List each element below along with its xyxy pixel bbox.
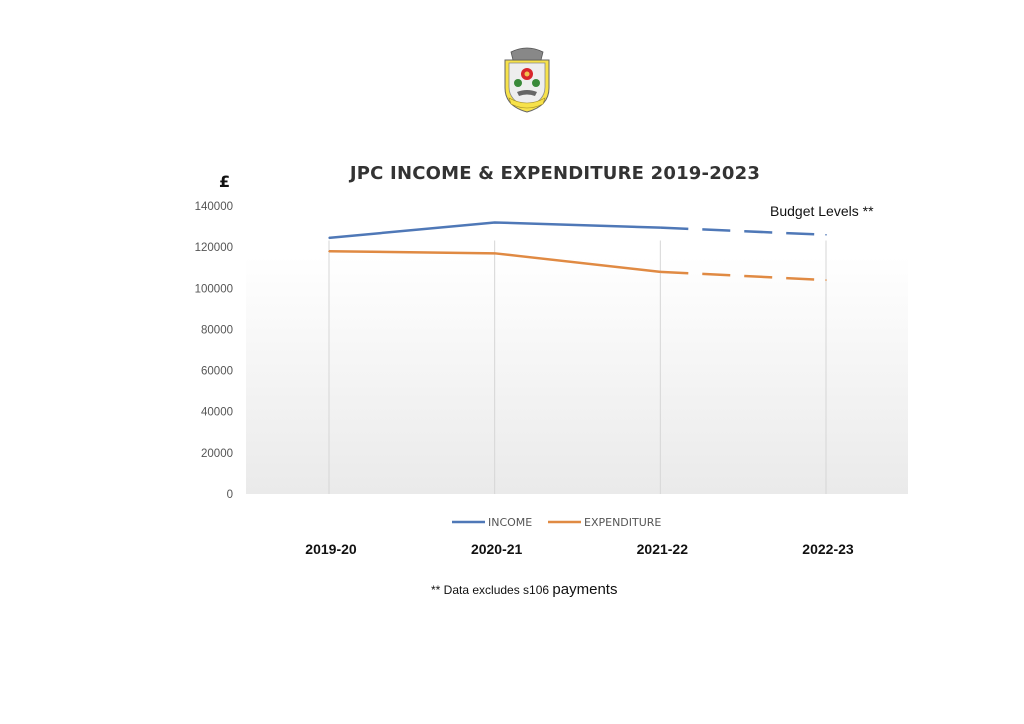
series-income-point [659,226,662,229]
y-tick-label: 100000 [195,283,233,295]
y-axis-unit-label: £ [219,172,231,191]
legend-income-label: INCOME [488,516,532,529]
y-tick-label: 20000 [201,448,233,460]
x-category-label: 2019-20 [305,541,357,557]
series-expenditure-point [659,271,662,273]
series-income-point [328,237,330,239]
series-expenditure-point [825,279,827,281]
series-expenditure-budget-line [660,270,827,282]
footnote-suffix: payments [552,581,618,598]
plot-area [246,256,908,494]
y-tick-label: 0 [227,489,233,501]
y-tick-label: 40000 [201,407,233,419]
y-tick-label: 80000 [201,324,233,336]
footnote-prefix: ** Data excludes s106 [431,583,550,597]
series-income-line [328,221,661,240]
x-category-label: 2021-22 [636,541,689,557]
x-category-label: 2020-21 [470,541,523,557]
y-tick-label: 60000 [201,366,233,378]
series-income-point [825,234,827,236]
footnote: ** Data excludes s106 payments [431,581,617,598]
series-expenditure-point [493,252,496,255]
y-tick-label: 140000 [195,201,233,213]
series-income-budget-line [660,226,827,237]
y-tick-label: 120000 [195,242,233,254]
series-income-point [493,221,496,224]
council-crest-icon [504,47,550,113]
budget-levels-annotation: Budget Levels ** [770,203,874,219]
x-category-label: 2022-23 [802,541,854,557]
legend-expenditure-label: EXPENDITURE [584,516,661,529]
chart-title: JPC INCOME & EXPENDITURE 2019-2023 [349,163,761,184]
series-expenditure-point [328,250,330,253]
